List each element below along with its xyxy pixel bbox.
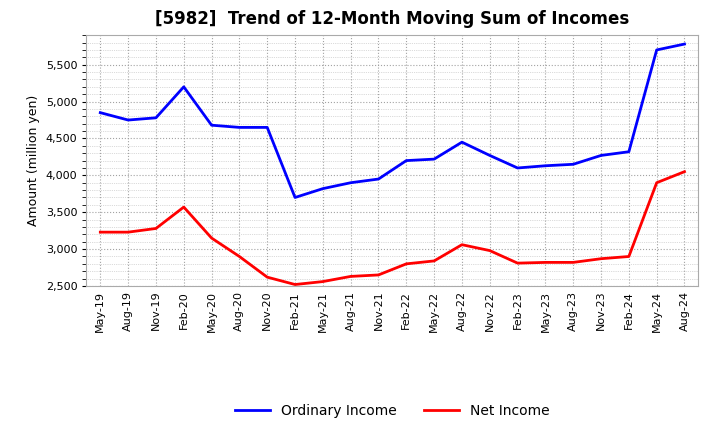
Ordinary Income (569, 161, 577, 167)
Net Income (458, 242, 467, 247)
Ordinary Income (652, 48, 661, 53)
Net Income (652, 180, 661, 185)
Net Income (374, 272, 383, 278)
Net Income (291, 282, 300, 287)
Net Income (680, 169, 689, 174)
Y-axis label: Amount (million yen): Amount (million yen) (27, 95, 40, 226)
Ordinary Income (96, 110, 104, 115)
Net Income (207, 235, 216, 241)
Ordinary Income (318, 186, 327, 191)
Ordinary Income (291, 195, 300, 200)
Ordinary Income (374, 176, 383, 182)
Net Income (346, 274, 355, 279)
Title: [5982]  Trend of 12-Month Moving Sum of Incomes: [5982] Trend of 12-Month Moving Sum of I… (156, 10, 629, 28)
Net Income (569, 260, 577, 265)
Line: Ordinary Income: Ordinary Income (100, 44, 685, 198)
Ordinary Income (430, 157, 438, 162)
Ordinary Income (597, 153, 606, 158)
Ordinary Income (124, 117, 132, 123)
Net Income (430, 258, 438, 264)
Ordinary Income (152, 115, 161, 121)
Net Income (318, 279, 327, 284)
Ordinary Income (402, 158, 410, 163)
Net Income (485, 248, 494, 253)
Ordinary Income (624, 149, 633, 154)
Legend: Ordinary Income, Net Income: Ordinary Income, Net Income (230, 398, 555, 423)
Net Income (152, 226, 161, 231)
Ordinary Income (458, 139, 467, 145)
Ordinary Income (485, 153, 494, 158)
Net Income (624, 254, 633, 259)
Line: Net Income: Net Income (100, 172, 685, 285)
Net Income (124, 230, 132, 235)
Ordinary Income (680, 41, 689, 47)
Ordinary Income (235, 125, 243, 130)
Net Income (96, 230, 104, 235)
Net Income (597, 256, 606, 261)
Net Income (179, 205, 188, 210)
Ordinary Income (541, 163, 550, 169)
Net Income (402, 261, 410, 267)
Net Income (263, 275, 271, 280)
Net Income (235, 254, 243, 259)
Ordinary Income (207, 123, 216, 128)
Net Income (513, 260, 522, 266)
Net Income (541, 260, 550, 265)
Ordinary Income (179, 84, 188, 89)
Ordinary Income (263, 125, 271, 130)
Ordinary Income (346, 180, 355, 185)
Ordinary Income (513, 165, 522, 171)
